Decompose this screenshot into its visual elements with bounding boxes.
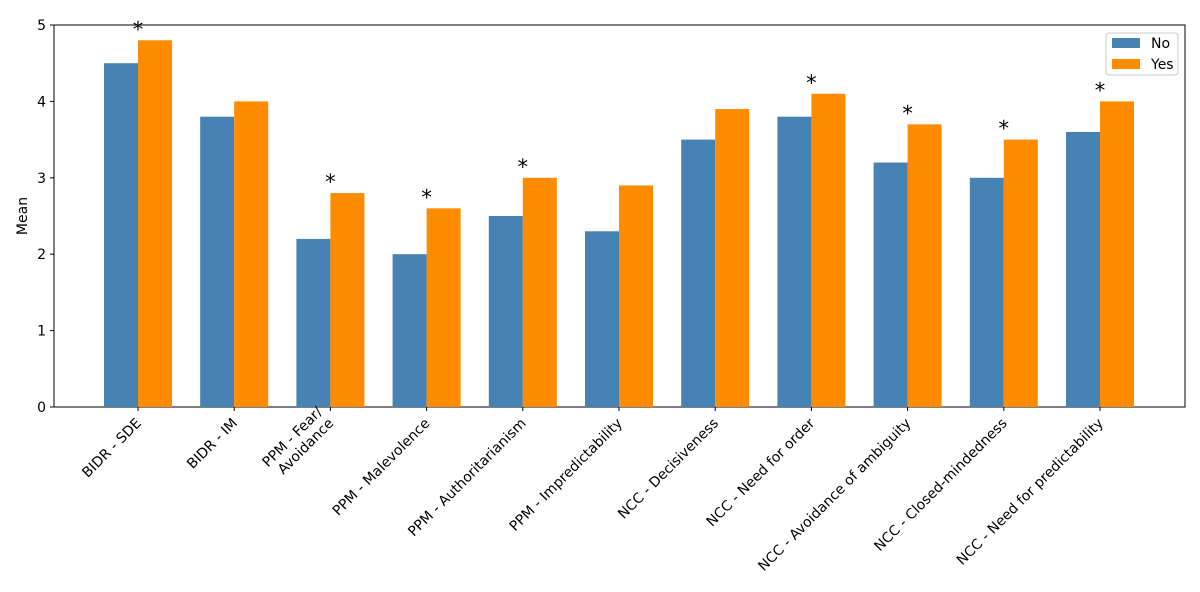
significance-markers: * * * * * * * * [133, 17, 1106, 209]
bar-yes-0 [138, 40, 172, 407]
bar-no-5 [585, 231, 619, 407]
x-axis: BIDR - SDE BIDR - IM PPM - Fear/AvoidanceP… [79, 404, 1107, 575]
bar-no-7 [777, 116, 812, 408]
bar-no-10 [1066, 131, 1100, 407]
bar-no-9 [969, 177, 1004, 407]
legend-swatch-yes [1112, 59, 1140, 69]
significance-star-2: * [325, 170, 336, 194]
x-tick-label-1: BIDR - IM [184, 416, 241, 473]
legend-label-no: No [1151, 36, 1170, 52]
bar-no-8 [873, 162, 908, 407]
bar-yes-2 [330, 193, 365, 407]
legend-label-yes: Yes [1150, 57, 1174, 73]
x-tick-label-3: PPM - Malevolence [330, 416, 434, 520]
y-axis-title: Mean [15, 197, 31, 235]
bar-no-4 [488, 216, 523, 407]
bar-no-6 [681, 139, 716, 407]
significance-star-8: * [902, 101, 913, 125]
significance-star-9: * [999, 117, 1010, 141]
bar-yes-7 [811, 93, 846, 407]
y-tick-label-2: 2 [37, 247, 46, 263]
significance-star-4: * [518, 155, 529, 179]
y-tick-label-4: 4 [37, 94, 46, 110]
y-axis: 0 1 2 3 4 5 [37, 18, 54, 416]
x-tick-label-7: NCC - Need for order [704, 415, 819, 530]
x-tick-label-8: NCC - Avoidance of ambiguity [755, 416, 914, 575]
legend: No Yes [1105, 32, 1179, 76]
bar-yes-4 [522, 177, 557, 407]
significance-star-3: * [421, 185, 432, 209]
bar-yes-10 [1100, 101, 1134, 408]
bar-no-3 [392, 254, 427, 407]
y-tick-label-1: 1 [37, 324, 46, 340]
bar-no-0 [104, 63, 138, 407]
significance-star-7: * [806, 71, 817, 95]
bar-yes-3 [426, 208, 461, 407]
bar-yes-8 [907, 124, 942, 407]
bar-no-2 [296, 238, 331, 407]
y-tick-label-3: 3 [37, 171, 46, 187]
x-tick-label-0: BIDR - SDE [79, 416, 145, 482]
bar-yes-5 [619, 185, 653, 407]
x-tick-label-6: NCC - Decisiveness [615, 416, 722, 523]
significance-star-0: * [133, 17, 144, 41]
bar-no-1 [200, 116, 235, 408]
significance-star-10: * [1095, 78, 1106, 102]
bar-yes-9 [1003, 139, 1038, 407]
y-tick-label-0: 0 [37, 400, 46, 416]
bars [104, 40, 1134, 408]
y-tick-label-5: 5 [37, 18, 46, 34]
x-tick-label-2: PPM - Fear/Avoidance [260, 404, 338, 482]
bar-yes-1 [234, 101, 269, 408]
legend-swatch-no [1112, 38, 1140, 48]
bar-yes-6 [715, 109, 750, 407]
x-tick-label-5: PPM - Impredictability [507, 416, 626, 535]
